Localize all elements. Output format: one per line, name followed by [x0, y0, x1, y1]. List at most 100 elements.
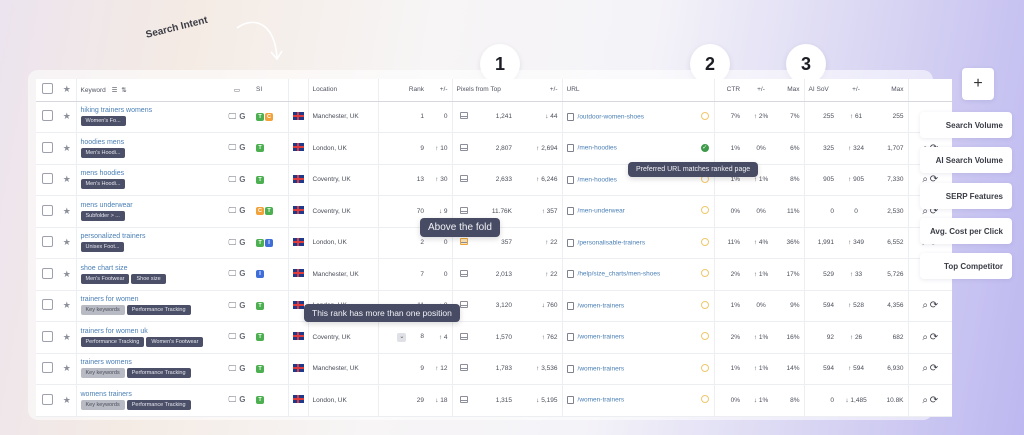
location-header[interactable]: Location	[307, 79, 378, 102]
search-icon[interactable]: ⌕	[922, 300, 928, 312]
add-search-volume-button[interactable]: Search Volume	[920, 112, 1012, 138]
keyword-tag[interactable]: Men's Hoodi...	[80, 179, 126, 190]
star-icon[interactable]: ★	[62, 331, 71, 342]
ctr-max-header[interactable]: Max	[778, 79, 805, 102]
pixels-header[interactable]: Pixels from Top	[451, 79, 517, 102]
keyword-link[interactable]: mens underwear	[80, 201, 133, 209]
preferred-url-status-icon[interactable]	[700, 269, 709, 278]
preferred-url-status-icon[interactable]	[700, 206, 709, 215]
keyword-tag[interactable]: Performance Tracking	[126, 399, 191, 410]
keyword-tag[interactable]: Key keywords	[80, 368, 125, 379]
select-all-checkbox[interactable]	[41, 83, 53, 95]
ai-change-header[interactable]: +/-	[838, 79, 875, 102]
ai-max-header[interactable]: Max	[874, 79, 909, 102]
keyword-header[interactable]: Keyword ☰ ⇅	[75, 79, 222, 102]
row-checkbox[interactable]	[41, 173, 53, 185]
url-link[interactable]: /men-underwear	[577, 207, 625, 215]
keyword-tag[interactable]: Subfolder > ...	[80, 210, 125, 221]
url-link[interactable]: /personalisable-trainers	[577, 239, 646, 247]
star-icon[interactable]: ★	[62, 394, 71, 405]
preferred-url-status-icon[interactable]	[700, 111, 709, 120]
search-icon[interactable]: ⌕	[922, 174, 928, 186]
keyword-link[interactable]: hiking trainers womens	[80, 107, 153, 115]
refresh-icon[interactable]: ⟳	[929, 300, 939, 312]
keyword-tag[interactable]: Men's Hoodi...	[80, 147, 126, 158]
keyword-tag[interactable]: Shoe size	[131, 273, 166, 284]
star-icon[interactable]: ★	[62, 300, 71, 311]
url-link[interactable]: /women-trainers	[577, 333, 625, 341]
ai-sov-header[interactable]: AI SoV	[803, 79, 839, 102]
url-link[interactable]: /women-trainers	[577, 302, 625, 310]
keyword-link[interactable]: trainers for women uk	[80, 327, 148, 335]
keyword-tag[interactable]: Performance Tracking	[80, 336, 145, 347]
pixels-change-header[interactable]: +/-	[516, 79, 563, 102]
preferred-url-status-icon[interactable]	[700, 395, 709, 404]
url-link[interactable]: /women-trainers	[577, 396, 625, 404]
row-checkbox[interactable]	[41, 204, 53, 216]
row-checkbox[interactable]	[41, 393, 53, 405]
rank-header[interactable]: Rank	[377, 79, 428, 102]
search-icon[interactable]: ⌕	[922, 205, 928, 217]
add-column-button[interactable]: +	[962, 68, 994, 100]
keyword-link[interactable]: personalized trainers	[80, 233, 146, 241]
search-icon[interactable]: ⌕	[922, 331, 928, 343]
preferred-url-status-icon[interactable]	[700, 300, 709, 309]
filter-icon[interactable]: ☰	[111, 86, 118, 94]
row-checkbox[interactable]	[41, 362, 53, 374]
star-icon[interactable]: ★	[62, 268, 71, 279]
row-checkbox[interactable]	[41, 330, 53, 342]
add-top-competitor-button[interactable]: Top Competitor	[920, 253, 1012, 279]
url-link[interactable]: /outdoor-women-shoes	[577, 113, 644, 121]
refresh-icon[interactable]: ⟳	[929, 363, 939, 375]
url-link[interactable]: /men-hoodies	[577, 144, 617, 152]
multi-position-toggle[interactable]: ⌄	[397, 332, 407, 342]
star-icon[interactable]: ★	[62, 363, 71, 374]
add-ai-search-volume-button[interactable]: AI Search Volume	[920, 147, 1012, 173]
row-checkbox[interactable]	[41, 141, 53, 153]
url-link[interactable]: /men-hoodies	[577, 176, 617, 184]
keyword-link[interactable]: womens trainers	[80, 390, 132, 398]
star-icon[interactable]: ★	[62, 142, 71, 153]
keyword-link[interactable]: mens hoodies	[80, 170, 125, 178]
keyword-link[interactable]: trainers for women	[80, 296, 139, 304]
keyword-tag[interactable]: Key keywords	[80, 305, 125, 316]
ctr-header[interactable]: CTR	[713, 79, 745, 102]
keyword-link[interactable]: hoodies mens	[80, 138, 125, 146]
sort-icon[interactable]: ⇅	[121, 86, 127, 94]
url-link[interactable]: /women-trainers	[577, 365, 625, 373]
ctr-change-header[interactable]: +/-	[744, 79, 779, 102]
preferred-url-status-icon[interactable]	[700, 363, 709, 372]
search-icon[interactable]: ⌕	[922, 363, 928, 375]
star-icon[interactable]: ★	[62, 237, 71, 248]
keyword-tag[interactable]: Women's Footwear	[146, 336, 204, 347]
preferred-url-status-icon[interactable]	[700, 332, 709, 341]
keyword-link[interactable]: shoe chart size	[80, 264, 128, 272]
si-header[interactable]: SI	[252, 79, 288, 102]
row-checkbox[interactable]	[41, 299, 53, 311]
url-link[interactable]: /help/size_charts/men-shoes	[577, 270, 661, 278]
url-header[interactable]: URL	[561, 79, 715, 102]
row-checkbox[interactable]	[41, 267, 53, 279]
refresh-icon[interactable]: ⟳	[929, 205, 939, 217]
star-icon[interactable]: ★	[62, 111, 71, 122]
refresh-icon[interactable]: ⟳	[929, 174, 939, 186]
keyword-tag[interactable]: Men's Footwear	[80, 273, 130, 284]
row-checkbox[interactable]	[41, 236, 53, 248]
keyword-tag[interactable]: Women's Fo...	[80, 116, 126, 127]
keyword-tag[interactable]: Performance Tracking	[126, 368, 191, 379]
add-avg-cpc-button[interactable]: Avg. Cost per Click	[920, 218, 1012, 244]
refresh-icon[interactable]: ⟳	[929, 394, 939, 406]
star-icon[interactable]: ★	[62, 84, 71, 95]
row-checkbox[interactable]	[41, 110, 53, 122]
keyword-tag[interactable]: Unisex Foot...	[80, 242, 125, 253]
keyword-tag[interactable]: Key keywords	[80, 399, 125, 410]
add-serp-features-button[interactable]: SERP Features	[920, 183, 1012, 209]
keyword-link[interactable]: trainers womens	[80, 359, 132, 367]
keyword-tag[interactable]: Performance Tracking	[126, 305, 191, 316]
search-icon[interactable]: ⌕	[922, 394, 928, 406]
star-icon[interactable]: ★	[62, 205, 71, 216]
rank-change-header[interactable]: +/-	[428, 79, 452, 102]
star-icon[interactable]: ★	[62, 174, 71, 185]
refresh-icon[interactable]: ⟳	[929, 331, 939, 343]
preferred-url-status-icon[interactable]	[700, 237, 709, 246]
